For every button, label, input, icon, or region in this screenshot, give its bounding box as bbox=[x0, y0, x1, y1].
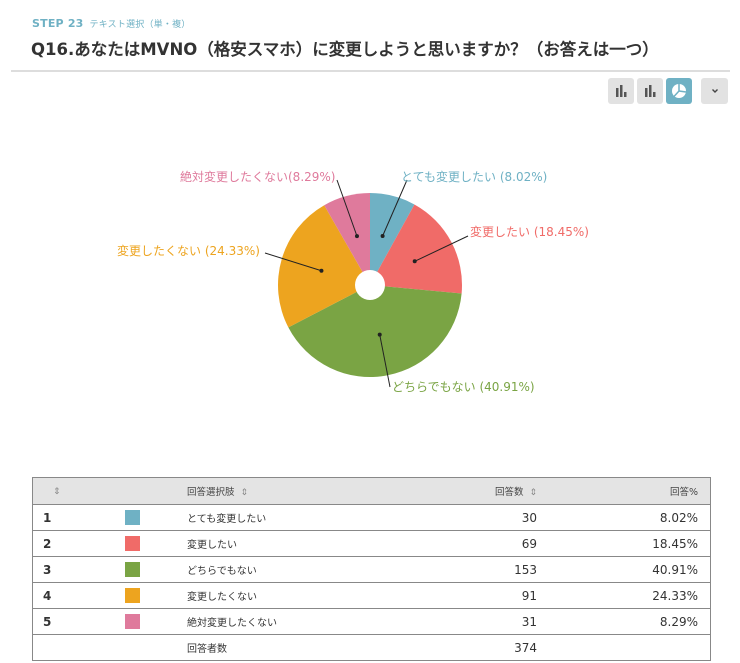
row-color bbox=[124, 530, 186, 557]
row-color bbox=[124, 556, 186, 583]
row-color bbox=[124, 504, 186, 531]
pie-chart-svg bbox=[264, 179, 469, 388]
row-index: 4 bbox=[32, 582, 124, 609]
chevron-down-icon bbox=[711, 89, 718, 93]
pie-slice[interactable] bbox=[277, 205, 370, 328]
leader-line bbox=[379, 334, 391, 388]
row-count: 69 bbox=[436, 530, 547, 557]
leader-line bbox=[264, 252, 322, 272]
row-index: 3 bbox=[32, 556, 124, 583]
color-swatch bbox=[125, 562, 140, 577]
table-row: 4 変更したくない 91 24.33% bbox=[32, 582, 711, 609]
row-percent: 24.33% bbox=[547, 582, 711, 609]
color-swatch bbox=[125, 510, 140, 525]
row-label: とても変更したい bbox=[186, 504, 436, 531]
pie-label-5: 絶対変更したくない(8.29%) bbox=[180, 170, 336, 184]
pie-slice[interactable] bbox=[370, 193, 415, 285]
leader-line bbox=[336, 179, 358, 237]
color-header bbox=[124, 477, 186, 505]
table-row: 1 とても変更したい 30 8.02% bbox=[32, 504, 711, 531]
row-count: 30 bbox=[436, 504, 547, 531]
results-table: ⇕ 回答選択肢 ⇕ 回答数 ⇕ 回答% 1 とても変更したい 30 8.02% 2 変更したい… bbox=[32, 477, 711, 661]
row-index: 2 bbox=[32, 530, 124, 557]
row-label: 絶対変更したくない bbox=[186, 608, 436, 635]
total-label: 回答者数 bbox=[186, 634, 436, 661]
pie-slice[interactable] bbox=[324, 193, 370, 285]
leader-dot bbox=[412, 259, 417, 264]
row-count: 91 bbox=[436, 582, 547, 609]
row-percent: 40.91% bbox=[547, 556, 711, 583]
table-row: 2 変更したい 69 18.45% bbox=[32, 530, 711, 557]
sort-icon: ⇕ bbox=[53, 486, 61, 497]
row-label: どちらでもない bbox=[186, 556, 436, 583]
step-number: STEP 23 bbox=[32, 17, 84, 30]
leader-dot bbox=[380, 233, 385, 238]
bar-chart-icon bbox=[616, 85, 627, 97]
step-type: テキスト選択（単・複） bbox=[89, 20, 191, 30]
row-percent: 8.29% bbox=[547, 608, 711, 635]
percent-header: 回答% bbox=[547, 477, 711, 505]
row-color bbox=[124, 608, 186, 635]
table-row: 3 どちらでもない 153 40.91% bbox=[32, 556, 711, 583]
table-row: 5 絶対変更したくない 31 8.29% bbox=[32, 608, 711, 635]
leader-dot bbox=[319, 268, 324, 273]
pie-label-1: とても変更したい (8.02%) bbox=[401, 170, 548, 184]
pie-chart: とても変更したい (8.02%) 変更したい (18.45%) どちらでもない … bbox=[0, 140, 740, 440]
chart-toolbar bbox=[608, 78, 731, 105]
bar-chart-alt-button[interactable] bbox=[637, 78, 663, 104]
table-header: ⇕ 回答選択肢 ⇕ 回答数 ⇕ 回答% bbox=[32, 477, 711, 505]
step-label: STEP 23 テキスト選択（単・複） bbox=[32, 17, 190, 30]
sort-icon: ⇕ bbox=[240, 488, 249, 498]
count-header[interactable]: 回答数 ⇕ bbox=[436, 477, 547, 505]
divider bbox=[11, 70, 730, 72]
leader-dot bbox=[377, 332, 382, 337]
pie-label-3: どちらでもない (40.91%) bbox=[392, 380, 535, 394]
row-index: 5 bbox=[32, 608, 124, 635]
leader-dot bbox=[354, 234, 359, 239]
row-count: 31 bbox=[436, 608, 547, 635]
row-percent: 8.02% bbox=[547, 504, 711, 531]
pie-slice[interactable] bbox=[370, 204, 463, 294]
pie-label-2: 変更したい (18.45%) bbox=[470, 225, 589, 239]
total-row: 回答者数 374 bbox=[32, 634, 711, 661]
row-color bbox=[124, 582, 186, 609]
pie-slice[interactable] bbox=[288, 285, 462, 377]
leader-line bbox=[382, 179, 408, 237]
color-swatch bbox=[125, 614, 140, 629]
row-percent: 18.45% bbox=[547, 530, 711, 557]
pie-hole bbox=[355, 270, 385, 300]
total-count: 374 bbox=[436, 634, 547, 661]
choice-header[interactable]: 回答選択肢 ⇕ bbox=[186, 477, 436, 505]
chart-options-dropdown[interactable] bbox=[701, 78, 728, 104]
question-title: Q16.あなたはMVNO（格安スマホ）に変更しようと思いますか？（お答えは一つ） bbox=[31, 40, 659, 59]
leader-line bbox=[414, 235, 469, 262]
row-label: 変更したい bbox=[186, 530, 436, 557]
pie-chart-button[interactable] bbox=[666, 78, 692, 104]
bar-chart-button[interactable] bbox=[608, 78, 634, 104]
color-swatch bbox=[125, 588, 140, 603]
row-count: 153 bbox=[436, 556, 547, 583]
pie-label-4: 変更したくない (24.33%) bbox=[117, 244, 260, 258]
color-swatch bbox=[125, 536, 140, 551]
bar-chart-alt-icon bbox=[645, 85, 656, 97]
sort-index-header[interactable]: ⇕ bbox=[32, 477, 124, 505]
sort-icon: ⇕ bbox=[529, 488, 537, 498]
pie-chart-icon bbox=[672, 83, 687, 98]
row-index: 1 bbox=[32, 504, 124, 531]
row-label: 変更したくない bbox=[186, 582, 436, 609]
